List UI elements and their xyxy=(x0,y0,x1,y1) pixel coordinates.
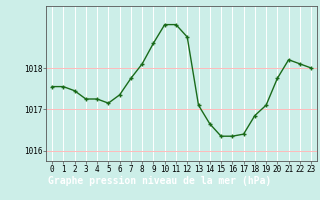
Text: Graphe pression niveau de la mer (hPa): Graphe pression niveau de la mer (hPa) xyxy=(48,175,272,186)
